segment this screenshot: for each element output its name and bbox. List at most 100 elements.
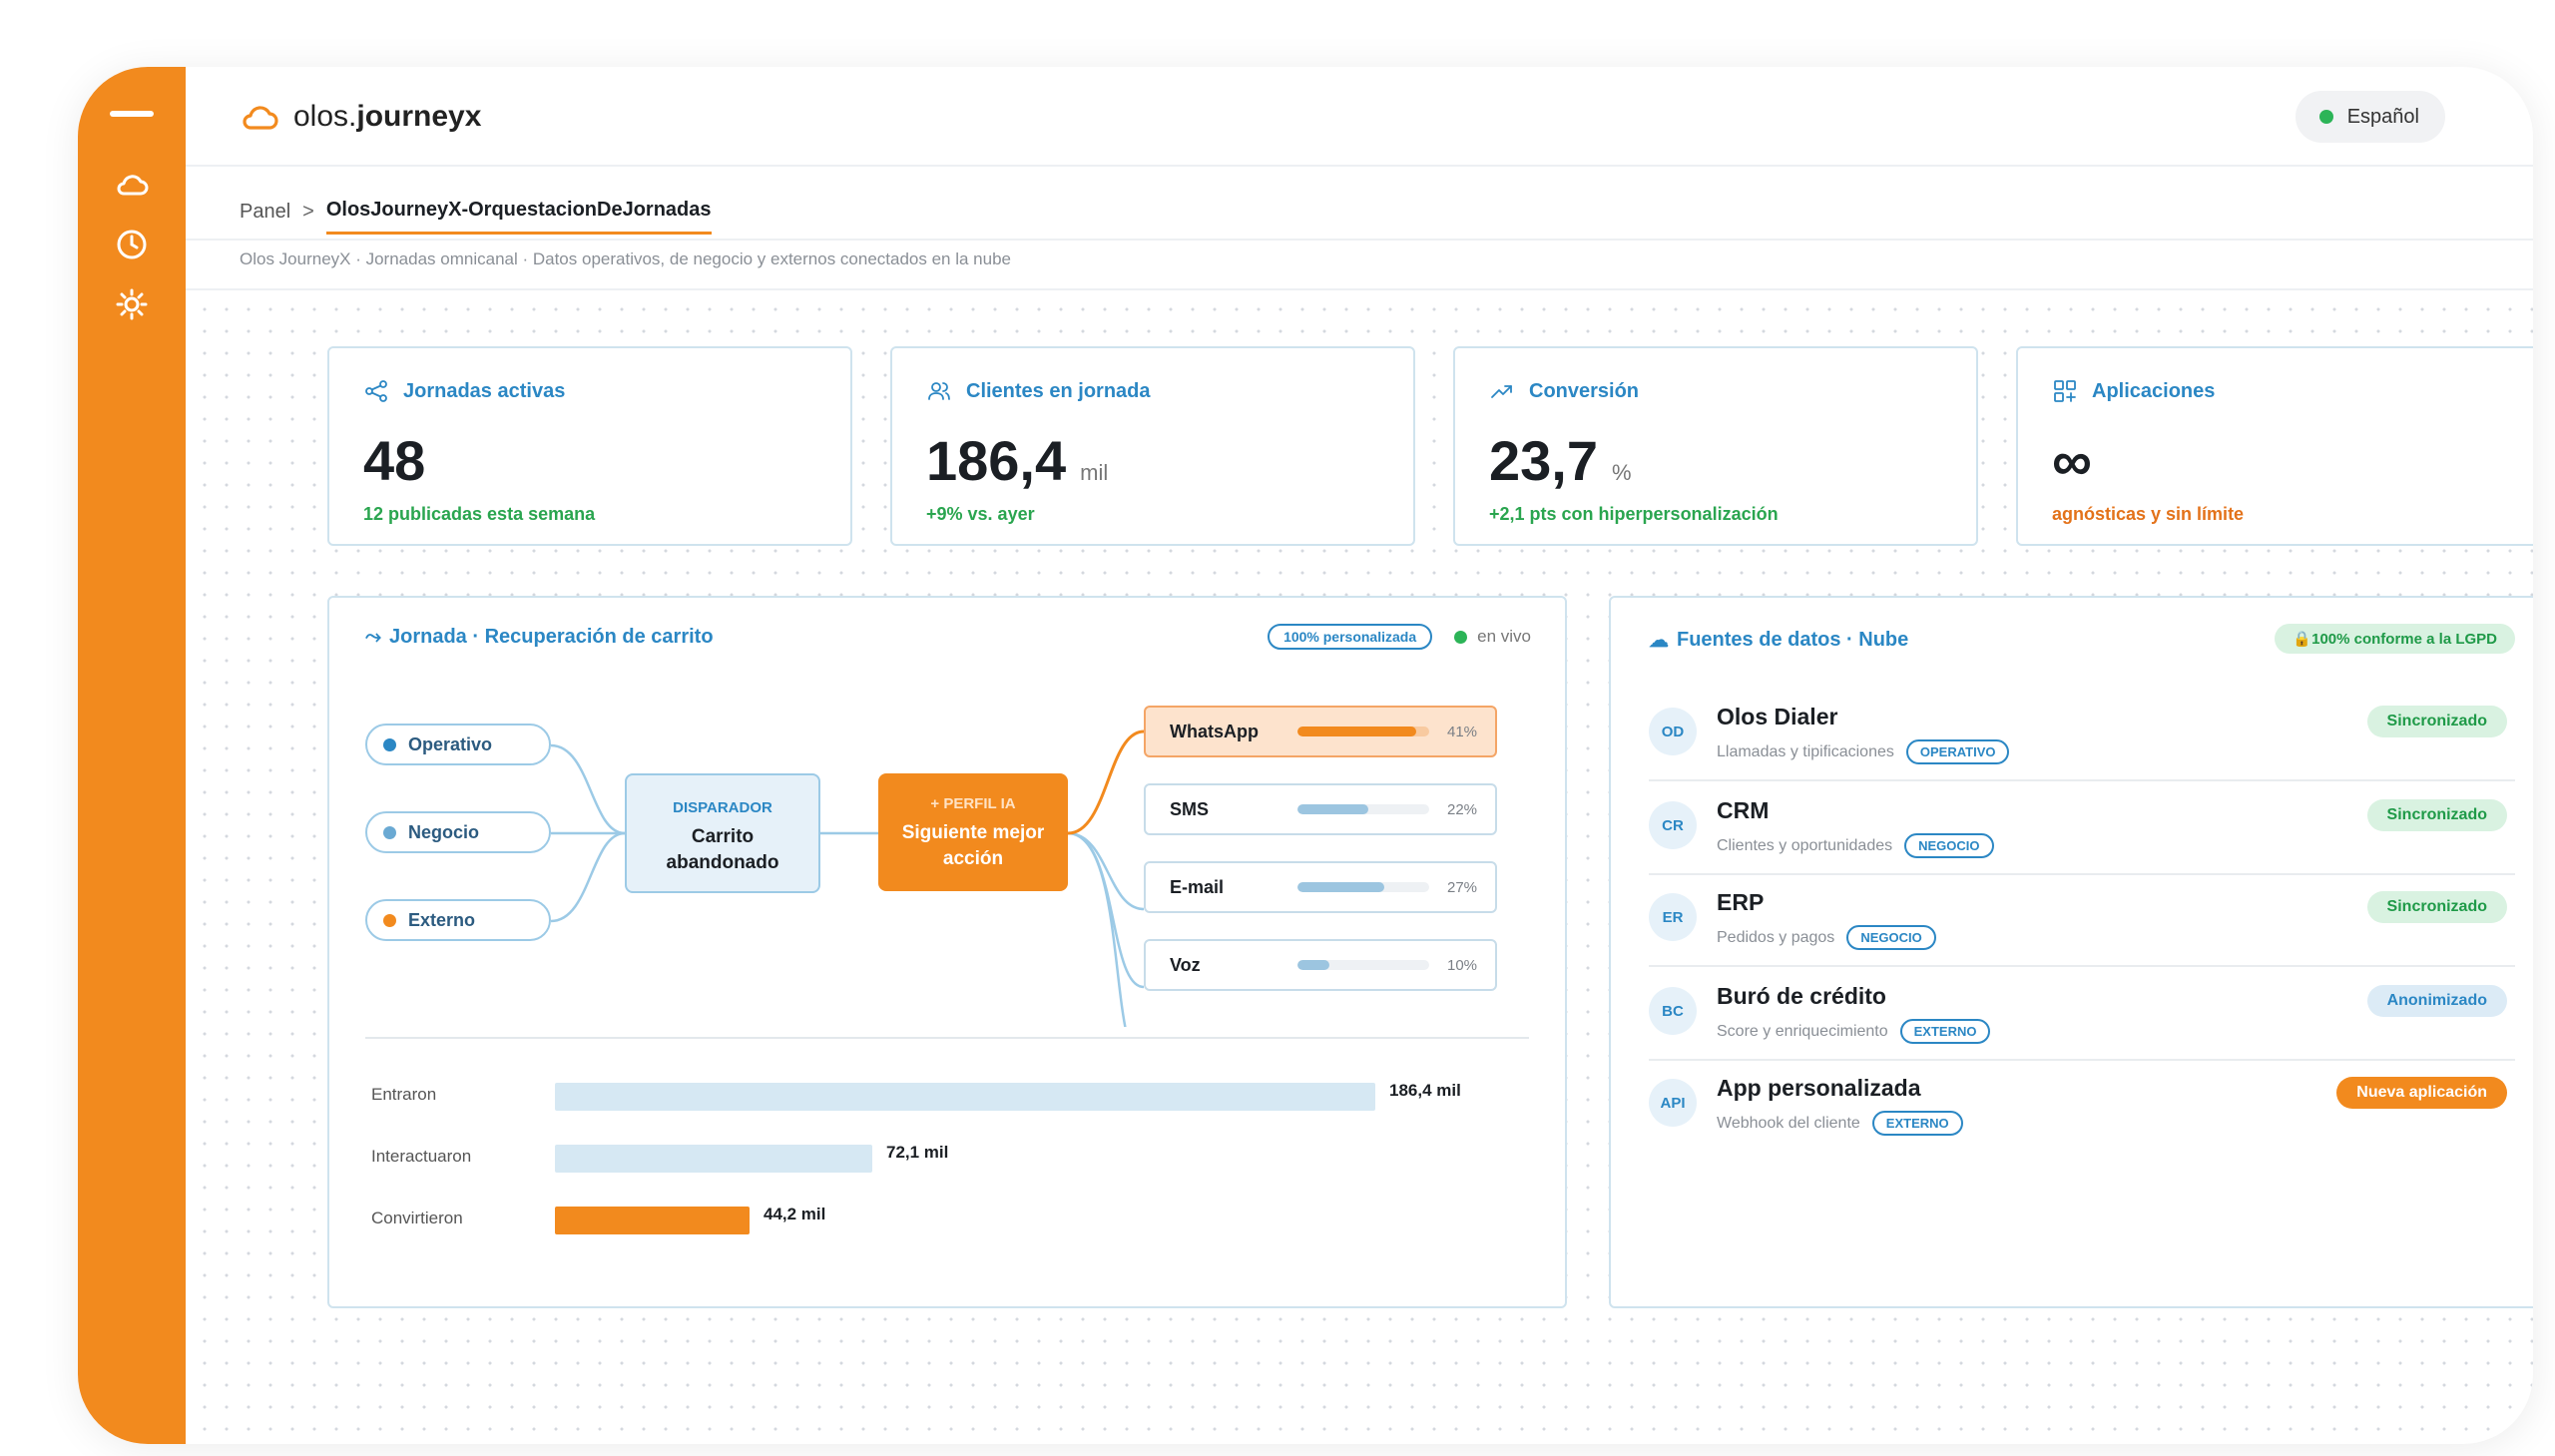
cloud-icon: ☁ bbox=[1649, 630, 1669, 652]
journey-panel: ⤳ Jornada · Recuperación de carrito 100%… bbox=[327, 596, 1567, 1308]
source-dot bbox=[383, 737, 396, 751]
ai-kicker: + PERFIL IA bbox=[930, 795, 1016, 812]
funnel-track: 44,2 mil bbox=[555, 1205, 1375, 1234]
page-subtitle: Olos JourneyX · Jornadas omnicanal · Dat… bbox=[240, 249, 1012, 268]
kpi-title: Aplicaciones bbox=[2092, 379, 2216, 402]
kpi-title: Clientes en jornada bbox=[966, 379, 1151, 402]
compliance-badge: 🔒100% conforme a la LGPD bbox=[2275, 624, 2515, 654]
trend-up-icon bbox=[1491, 385, 1512, 398]
funnel-value: 186,4 mil bbox=[1389, 1081, 1461, 1100]
trigger-node[interactable]: DISPARADOR Carrito abandonado bbox=[625, 773, 820, 893]
data-source-row[interactable]: CR CRM Clientes y oportunidades NEGOCIO Sinc… bbox=[1649, 781, 2515, 875]
data-source-row[interactable]: OD Olos Dialer Llamadas y tipificaciones OP… bbox=[1649, 688, 2515, 781]
sync-status-badge[interactable]: Nueva aplicación bbox=[2336, 1077, 2507, 1109]
source-name: App personalizada bbox=[1717, 1075, 1921, 1101]
kpi-card-conversion[interactable]: Conversión 23,7% +2,1 pts con hiperperso… bbox=[1453, 346, 1978, 546]
live-dot bbox=[1454, 630, 1468, 644]
data-source-row[interactable]: BC Buró de crédito Score y enriquecimiento… bbox=[1649, 967, 2515, 1061]
kpi-card-jornadas[interactable]: Jornadas activas 48 12 publicadas esta s… bbox=[327, 346, 852, 546]
kpi-title: Conversión bbox=[1529, 379, 1640, 402]
source-dot bbox=[383, 913, 396, 927]
source-description: Llamadas y tipificaciones OPERATIVO bbox=[1717, 739, 2010, 764]
source-name: CRM bbox=[1717, 797, 1770, 823]
funnel-value: 72,1 mil bbox=[886, 1143, 949, 1162]
channel-percent: 27% bbox=[1447, 878, 1478, 896]
channel-row[interactable]: SMS 22% bbox=[1144, 783, 1497, 835]
sync-status-badge: Sincronizado bbox=[2366, 891, 2507, 923]
source-dot bbox=[383, 825, 396, 839]
data-source-row[interactable]: API App personalizada Webhook del cliente E… bbox=[1649, 1059, 2515, 1153]
channel-name: WhatsApp bbox=[1170, 721, 1259, 741]
ai-profile-node[interactable]: + PERFIL IA Siguiente mejor acción bbox=[878, 773, 1068, 891]
sun-icon[interactable] bbox=[114, 286, 150, 322]
source-name: Buró de crédito bbox=[1717, 983, 1886, 1009]
brand-logo[interactable]: olos.journeyx bbox=[240, 97, 481, 137]
funnel-bar bbox=[555, 1145, 872, 1173]
kpi-card-aplicaciones[interactable]: Aplicaciones ∞ agnósticas y sin límite bbox=[2016, 346, 2533, 546]
language-selector[interactable]: Español bbox=[2295, 91, 2445, 143]
funnel-label: Entraron bbox=[371, 1085, 437, 1104]
source-description: Webhook del cliente EXTERNO bbox=[1717, 1111, 1963, 1136]
funnel-label: Interactuaron bbox=[371, 1147, 472, 1166]
cloud-icon[interactable] bbox=[114, 167, 150, 203]
funnel-row: Convirtieron 44,2 mil bbox=[371, 1205, 1529, 1236]
breadcrumb-separator: > bbox=[302, 200, 314, 223]
breadcrumb-current[interactable]: OlosJourneyX-OrquestacionDeJornadas bbox=[325, 199, 712, 235]
funnel-track: 186,4 mil bbox=[555, 1081, 1461, 1111]
channel-name: SMS bbox=[1170, 798, 1210, 819]
source-tag: EXTERNO bbox=[1899, 1019, 1991, 1044]
channel-bar bbox=[1297, 882, 1429, 892]
channel-name: Voz bbox=[1170, 954, 1201, 975]
kpi-note: agnósticas y sin límite bbox=[2052, 504, 2245, 524]
share-icon bbox=[365, 380, 387, 402]
source-node-negocio[interactable]: Negocio bbox=[365, 811, 551, 853]
sync-status-badge: Sincronizado bbox=[2366, 799, 2507, 831]
source-node-operativo[interactable]: Operativo bbox=[365, 724, 551, 765]
channel-bar-fill bbox=[1297, 960, 1329, 970]
menu-icon[interactable] bbox=[110, 111, 154, 117]
sync-status-badge: Sincronizado bbox=[2366, 706, 2507, 737]
channel-row[interactable]: E-mail 27% bbox=[1144, 861, 1497, 913]
channel-percent: 22% bbox=[1447, 800, 1478, 818]
funnel-track: 72,1 mil bbox=[555, 1143, 1375, 1173]
channel-bar-fill bbox=[1297, 882, 1385, 892]
trigger-label: Carrito abandonado bbox=[666, 826, 779, 873]
breadcrumb: Panel > OlosJourneyX-OrquestacionDeJorna… bbox=[240, 189, 712, 235]
funnel-label: Convirtieron bbox=[371, 1209, 463, 1227]
trigger-kicker: DISPARADOR bbox=[673, 799, 772, 816]
sync-status-badge: Anonimizado bbox=[2366, 985, 2507, 1017]
source-avatar: ER bbox=[1649, 893, 1697, 941]
personalization-badge: 100% personalizada bbox=[1268, 624, 1433, 650]
source-description: Pedidos y pagos NEGOCIO bbox=[1717, 925, 1936, 950]
kpi-note: +9% vs. ayer bbox=[926, 504, 1035, 524]
kpi-note: 12 publicadas esta semana bbox=[363, 504, 596, 524]
funnel-bar bbox=[555, 1083, 1375, 1111]
divider bbox=[186, 239, 2533, 241]
main-area: olos.journeyx Español Panel > OlosJourne… bbox=[186, 67, 2533, 1444]
source-label: Externo bbox=[408, 909, 476, 930]
channel-name: E-mail bbox=[1170, 876, 1225, 897]
clock-icon[interactable] bbox=[114, 227, 150, 262]
channel-percent: 41% bbox=[1447, 723, 1478, 740]
cloud-logo-icon bbox=[243, 106, 278, 130]
kpi-card-clientes[interactable]: Clientes en jornada 186,4 mil +9% vs. aye… bbox=[890, 346, 1415, 546]
source-tag: NEGOCIO bbox=[1846, 925, 1936, 950]
channel-bar-fill bbox=[1297, 804, 1369, 814]
source-description: Score y enriquecimiento EXTERNO bbox=[1717, 1019, 1991, 1044]
funnel-row: Entraron 186,4 mil bbox=[371, 1081, 1529, 1113]
kpi-note: +2,1 pts con hiperpersonalización bbox=[1489, 504, 1779, 524]
kpi-value: 23,7% bbox=[1489, 429, 1632, 492]
divider bbox=[186, 288, 2533, 290]
source-node-externo[interactable]: Externo bbox=[365, 899, 551, 941]
data-source-row[interactable]: ER ERP Pedidos y pagos NEGOCIO Sincronizado bbox=[1649, 873, 2515, 967]
channel-percent: 10% bbox=[1447, 956, 1478, 974]
source-name: Olos Dialer bbox=[1717, 704, 1838, 729]
channel-row[interactable]: Voz 10% bbox=[1144, 939, 1497, 991]
kpi-value: ∞ bbox=[2052, 429, 2092, 492]
channel-bar bbox=[1297, 804, 1429, 814]
divider bbox=[365, 1037, 1529, 1039]
data-sources-panel: ☁ Fuentes de datos · Nube 🔒100% conforme… bbox=[1609, 596, 2533, 1308]
channel-bar bbox=[1297, 960, 1429, 970]
channel-row[interactable]: WhatsApp 41% bbox=[1144, 706, 1497, 757]
breadcrumb-root[interactable]: Panel bbox=[240, 200, 291, 223]
